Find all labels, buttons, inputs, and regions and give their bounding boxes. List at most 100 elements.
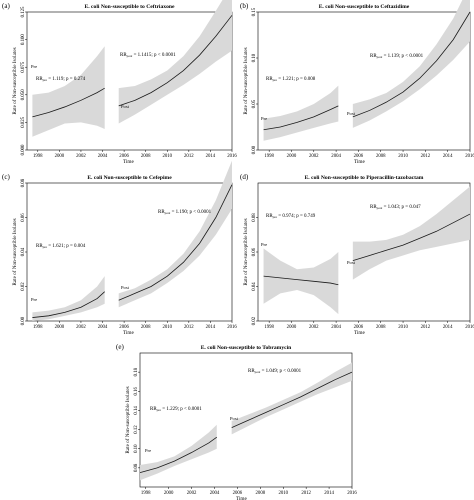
- y-tick-label: 0.08: [252, 213, 257, 222]
- ci-band-pre: [140, 424, 217, 481]
- chart-title: E. coli Non-susceptible to Ceftriaxone: [85, 4, 175, 10]
- plot-frame: [257, 11, 471, 151]
- trend-line-pre: [32, 87, 105, 118]
- x-tick-label: 2008: [141, 325, 151, 330]
- panel-label: (d): [240, 173, 249, 181]
- y-tick-label: 0.025: [21, 116, 26, 127]
- trend-line-pre: [139, 436, 218, 474]
- ci-band-pre: [263, 248, 339, 315]
- y-tick-label: 0.15: [252, 7, 257, 16]
- x-tick-label: 2006: [233, 491, 243, 496]
- x-tick-label: 2010: [278, 491, 288, 496]
- y-tick-label: 0.050: [21, 89, 26, 100]
- trend-line-post: [352, 213, 471, 262]
- x-tick-label: 2012: [184, 325, 194, 330]
- y-tick-label: 0.08: [134, 463, 139, 472]
- chart-title: E. coli Non-susceptible to Piperacillin-…: [305, 175, 424, 181]
- trend-line-post: [118, 184, 233, 301]
- segment-label-post: Post: [347, 260, 356, 265]
- x-tick-label: 2004: [331, 154, 341, 159]
- x-tick-label: 1998: [33, 325, 43, 330]
- rr-annotation-pre: RRpre = 1.621; p = 0.004: [36, 244, 86, 249]
- y-tick-label: 0.10: [134, 444, 139, 453]
- x-tick-label: 1998: [33, 154, 43, 159]
- y-tick-label: 0.05: [252, 99, 257, 108]
- rr-annotation-pre: RRpre = 1.119; p = 0.274: [36, 77, 86, 82]
- x-tick-label: 2012: [421, 154, 431, 159]
- rr-annotation-pre: RRpre = 0.974; p = 0.749: [266, 214, 316, 219]
- ci-band-post: [352, 186, 470, 280]
- y-tick-label: 0.06: [252, 247, 257, 256]
- x-tick-label: 2012: [301, 491, 311, 496]
- ci-band-pre: [263, 85, 339, 141]
- y-axis-label: Rate of Non-susceptible Isolates: [11, 218, 18, 285]
- x-tick-label: 2008: [376, 325, 386, 330]
- x-tick-label: 2006: [354, 154, 364, 159]
- y-tick-label: 0.04: [21, 247, 26, 256]
- trend-line-post: [118, 15, 233, 107]
- segment-label-pre: Pre: [261, 242, 267, 247]
- rr-annotation-pre: RRpre = 1.229; p < 0.0001: [150, 407, 202, 412]
- x-tick-label: 2010: [398, 154, 408, 159]
- x-tick-label: 2000: [55, 154, 65, 159]
- panel-label: (c): [2, 173, 10, 181]
- x-tick-label: 2000: [287, 154, 297, 159]
- y-tick-label: 0.000: [21, 144, 26, 155]
- x-tick-label: 2002: [187, 491, 197, 496]
- x-tick-label: 2016: [465, 325, 474, 330]
- x-axis-label: Time: [354, 159, 365, 165]
- trend-line-pre: [263, 275, 339, 286]
- x-axis-label: Time: [354, 330, 365, 336]
- y-tick-label: 0.12: [134, 425, 139, 434]
- x-tick-label: 2008: [141, 154, 151, 159]
- segment-label-post: Post: [121, 104, 130, 109]
- x-axis-label: Time: [236, 496, 247, 500]
- x-tick-label: 2008: [376, 154, 386, 159]
- x-tick-label: 2004: [98, 154, 108, 159]
- x-tick-label: 2014: [324, 491, 334, 496]
- ci-band-post: [118, 160, 232, 308]
- rr-annotation-post: RRpost = 1.043; p = 0.047: [370, 205, 421, 210]
- x-tick-label: 2016: [227, 154, 237, 159]
- y-tick-label: 0.14: [134, 406, 139, 415]
- x-tick-label: 2006: [354, 325, 364, 330]
- x-axis-label: Time: [123, 330, 134, 336]
- plot-frame: [139, 352, 353, 488]
- x-tick-label: 2014: [206, 154, 216, 159]
- x-tick-label: 2002: [309, 325, 319, 330]
- x-tick-label: 2004: [331, 325, 341, 330]
- y-tick-label: 0.00: [21, 316, 26, 325]
- ci-band-post: [231, 362, 352, 435]
- chart-title: E. coli Non-susceptible to Ceftazidime: [319, 4, 410, 10]
- ci-band-pre: [32, 276, 105, 321]
- chart-panel-4: (e) E. coli Non-susceptible to Tobramycin…: [116, 343, 357, 500]
- y-tick-label: 0.125: [21, 6, 26, 17]
- chart-panel-1: (b) E. coli Non-susceptible to Ceftazidim…: [240, 0, 474, 165]
- x-tick-label: 2014: [443, 154, 453, 159]
- x-tick-label: 2004: [210, 491, 220, 496]
- x-tick-label: 2010: [162, 325, 172, 330]
- panel-label: (b): [240, 2, 249, 10]
- x-tick-label: 2012: [184, 154, 194, 159]
- trend-line-pre: [263, 105, 339, 131]
- trend-line-post: [352, 11, 471, 118]
- trend-line-post: [231, 371, 353, 429]
- chart-title: E. coli Non-susceptible to Tobramycin: [201, 345, 292, 351]
- y-tick-label: 0.04: [252, 282, 257, 291]
- y-tick-label: 0.16: [134, 386, 139, 395]
- x-tick-label: 2000: [164, 491, 174, 496]
- y-tick-label: 0.02: [252, 316, 257, 325]
- ci-band-pre: [32, 46, 105, 137]
- segment-label-pre: Pre: [261, 116, 267, 121]
- rr-annotation-post: RRpost = 1.049; p < 0.0001: [248, 369, 302, 374]
- x-tick-label: 2014: [443, 325, 453, 330]
- x-tick-label: 2006: [119, 154, 129, 159]
- ci-band-post: [118, 0, 232, 124]
- x-tick-label: 2004: [98, 325, 108, 330]
- rr-annotation-pre: RRpre = 1.221; p = 0.008: [266, 77, 316, 82]
- panel-label: (e): [116, 343, 124, 351]
- x-tick-label: 2000: [287, 325, 297, 330]
- rr-annotation-post: RRpost = 1.1415; p < 0.0001: [120, 53, 176, 58]
- x-tick-label: 2002: [76, 325, 86, 330]
